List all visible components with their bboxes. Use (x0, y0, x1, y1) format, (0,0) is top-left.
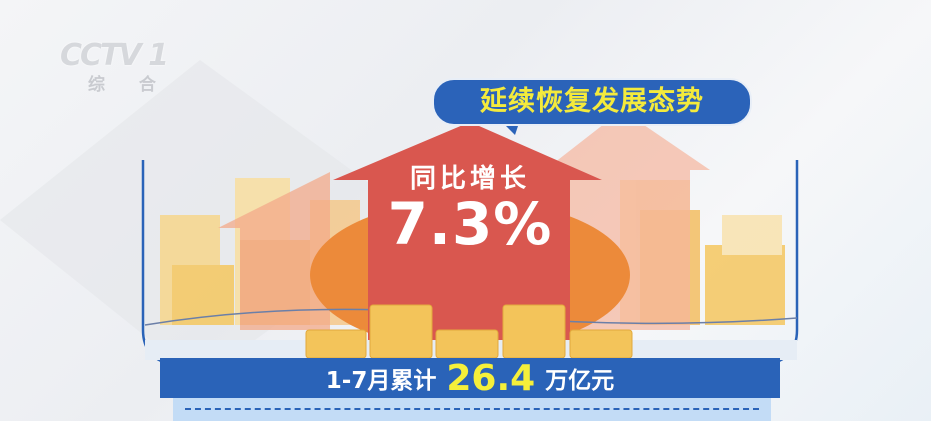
cctv-logo: CCTV 1 (60, 38, 169, 73)
coin-stacks (305, 304, 633, 359)
main-arrow (333, 122, 602, 340)
headline-bubble: 延续恢复发展态势 (432, 78, 752, 126)
growth-value: 7.3% (387, 190, 553, 258)
growth-label: 同比增长 (409, 164, 530, 194)
dashed-divider (185, 408, 759, 410)
summary-prefix: 1-7月累计 (325, 368, 437, 394)
summary-unit: 万亿元 (545, 368, 615, 394)
small-arrow-left (218, 172, 330, 330)
summary-value: 26.4 (446, 357, 536, 399)
summary-bar: 1-7月累计 26.4 万亿元 (160, 357, 780, 399)
channel-subtitle: 综 合 (88, 75, 170, 95)
bottom-strip (173, 398, 771, 421)
